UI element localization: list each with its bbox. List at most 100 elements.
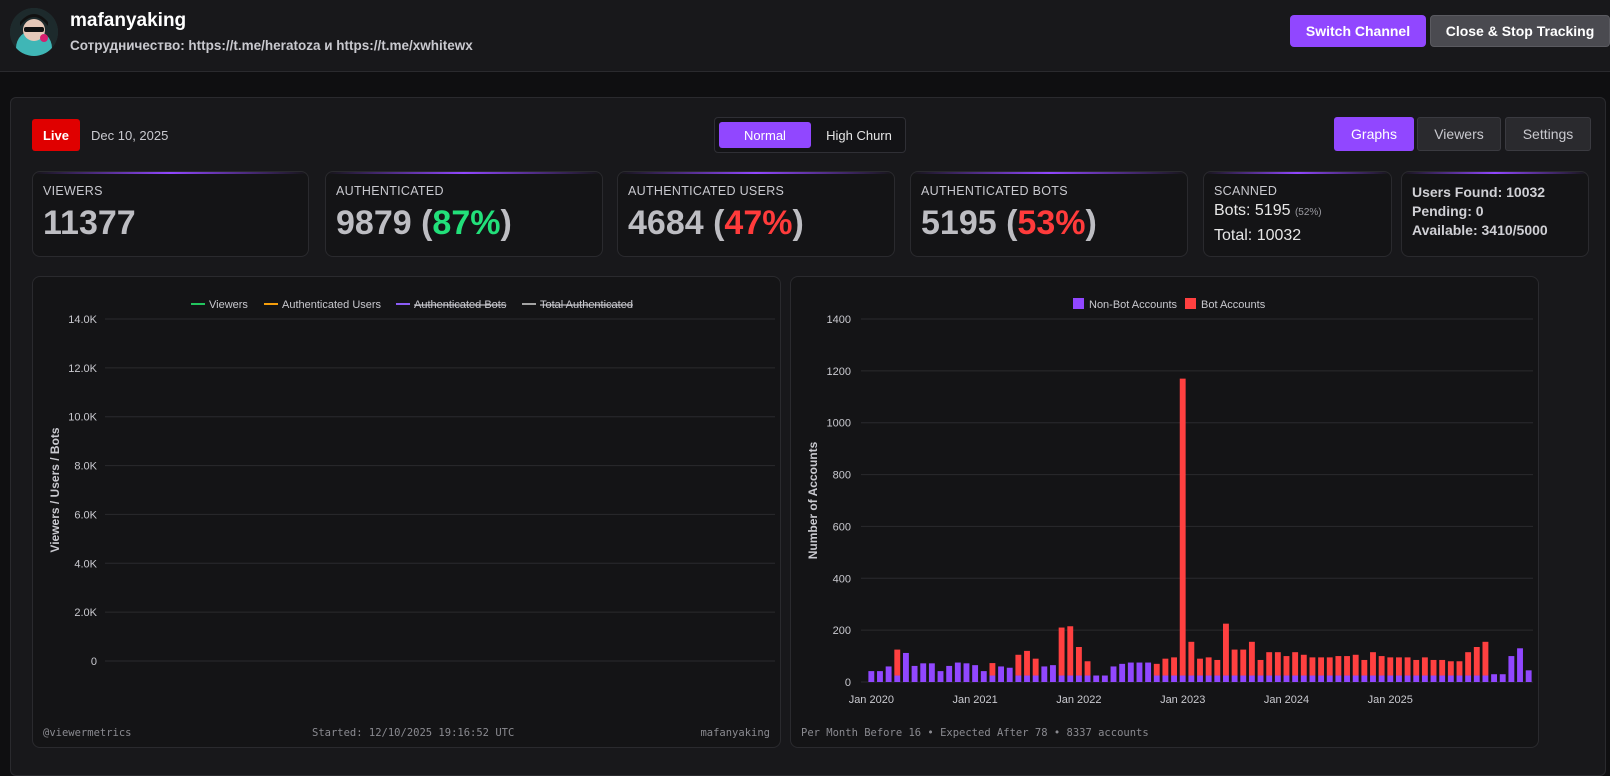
- bar-bot: [1223, 623, 1229, 676]
- tab-settings[interactable]: Settings: [1505, 117, 1591, 151]
- y-tick-label: 600: [833, 521, 851, 533]
- stat-card-authenticated: AUTHENTICATED 9879 (87%): [325, 171, 603, 257]
- scanned-bots-percent: (52%): [1294, 207, 1322, 218]
- scanned-bots: Bots: 5195 (52%): [1214, 202, 1322, 220]
- bar-non-bot: [1326, 675, 1333, 682]
- bar-non-bot: [1179, 675, 1186, 682]
- bar-non-bot: [1006, 667, 1013, 682]
- bar-non-bot: [1387, 675, 1394, 682]
- bar-bot: [1240, 649, 1247, 676]
- channel-description[interactable]: Сотрудничество: https://t.me/heratoza и …: [70, 38, 473, 53]
- users-found-block: Users Found: 10032 Pending: 0 Available:…: [1412, 183, 1548, 240]
- bar-non-bot: [1257, 675, 1264, 682]
- bar-bot: [1326, 657, 1333, 676]
- bar-non-bot: [920, 663, 927, 682]
- bar-non-bot: [1032, 675, 1039, 682]
- bar-non-bot: [1093, 675, 1100, 682]
- bar-bot: [1482, 641, 1489, 676]
- y-tick-label: 200: [833, 625, 851, 637]
- stat-card-scanned: SCANNED Bots: 5195 (52%) Total: 10032: [1203, 171, 1392, 257]
- bar-bot: [1421, 657, 1428, 676]
- bar-bot: [894, 649, 901, 676]
- y-tick-label: 1000: [827, 418, 851, 430]
- bar-non-bot: [1274, 675, 1281, 682]
- bar-bot: [1465, 652, 1472, 676]
- bar-non-bot: [1119, 663, 1126, 682]
- stat-label: AUTHENTICATED BOTS: [921, 184, 1068, 198]
- tab-viewers[interactable]: Viewers: [1417, 117, 1501, 151]
- bar-non-bot: [1266, 675, 1273, 682]
- bar-non-bot: [1188, 675, 1195, 682]
- close-stop-tracking-button[interactable]: Close & Stop Tracking: [1430, 15, 1610, 47]
- bar-bot: [1344, 656, 1350, 676]
- stat-card-users-found: Users Found: 10032 Pending: 0 Available:…: [1401, 171, 1589, 257]
- authenticated-percent: 87%: [432, 204, 501, 242]
- stat-label: SCANNED: [1214, 184, 1278, 198]
- bar-non-bot: [1309, 675, 1316, 682]
- y-tick-label: 10.0K: [68, 412, 97, 424]
- authenticated-users-count: 4684: [628, 204, 704, 242]
- pending-count: Pending: 0: [1412, 203, 1484, 219]
- y-tick-label: 14.0K: [68, 314, 97, 326]
- bar-bot: [1257, 659, 1264, 676]
- x-tick-label: Jan 2022: [1056, 694, 1101, 706]
- x-tick-label: Jan 2023: [1160, 694, 1205, 706]
- avatar[interactable]: [10, 8, 58, 56]
- bar-non-bot: [1127, 662, 1134, 682]
- bar-non-bot: [1447, 675, 1454, 682]
- bar-bot: [1179, 378, 1186, 676]
- bar-bot: [1387, 657, 1394, 676]
- legend-swatch: [1073, 298, 1084, 309]
- live-badge: Live: [32, 119, 80, 151]
- bar-non-bot: [998, 666, 1005, 682]
- bar-non-bot: [1153, 675, 1160, 682]
- mode-normal-button[interactable]: Normal: [719, 122, 811, 148]
- users-found: Users Found: 10032: [1412, 184, 1546, 200]
- bar-bot: [989, 663, 996, 676]
- viewers-line-chart: 0 2.0K 4.0K 6.0K 8.0K 10.0K 12.0K 14.0K Viewers …: [48, 299, 775, 668]
- mode-high-churn-button[interactable]: High Churn: [826, 127, 892, 143]
- stat-card-authenticated-users: AUTHENTICATED USERS 4684 (47%): [617, 171, 895, 257]
- legend-label: Authenticated Users: [282, 299, 382, 311]
- stat-label: VIEWERS: [43, 184, 103, 198]
- bar-non-bot: [963, 663, 970, 682]
- legend-label: Viewers: [209, 299, 248, 311]
- bar-non-bot: [1335, 675, 1342, 682]
- y-tick-label: 12.0K: [68, 363, 97, 375]
- bar-bot: [1248, 641, 1255, 676]
- bar-bot: [1292, 652, 1299, 676]
- bar-non-bot: [1084, 675, 1091, 682]
- y-tick-label: 400: [833, 573, 851, 585]
- viewers-line-chart-panel: 0 2.0K 4.0K 6.0K 8.0K 10.0K 12.0K 14.0K Viewers …: [32, 276, 781, 748]
- bar-bot: [1024, 650, 1030, 676]
- bar-non-bot: [1378, 675, 1385, 682]
- tab-graphs[interactable]: Graphs: [1334, 117, 1414, 151]
- bar-bot: [1075, 646, 1082, 676]
- legend-label: Bot Accounts: [1201, 299, 1266, 311]
- y-tick-label: 6.0K: [74, 509, 97, 521]
- bar-non-bot: [1136, 662, 1143, 682]
- bar-bot: [1413, 659, 1420, 676]
- bar-bot: [1162, 658, 1169, 676]
- bar-bot: [1266, 652, 1273, 676]
- bar-non-bot: [980, 671, 987, 682]
- bar-non-bot: [1205, 675, 1212, 682]
- bar-non-bot: [954, 662, 961, 682]
- bar-bot: [1335, 656, 1342, 676]
- stat-label: AUTHENTICATED USERS: [628, 184, 785, 198]
- authenticated-count: 9879: [336, 204, 412, 242]
- bar-bot: [1309, 657, 1316, 676]
- bar-bot: [1447, 661, 1454, 676]
- y-tick-label: 4.0K: [74, 558, 97, 570]
- bar-non-bot: [1223, 675, 1229, 682]
- available-count: Available: 3410/5000: [1412, 222, 1548, 238]
- stat-card-authenticated-bots: AUTHENTICATED BOTS 5195 (53%): [910, 171, 1188, 257]
- bar-non-bot: [868, 671, 875, 682]
- switch-channel-button[interactable]: Switch Channel: [1290, 15, 1426, 47]
- bar-non-bot: [1292, 675, 1299, 682]
- bar-non-bot: [1370, 675, 1376, 682]
- bar-bot: [1473, 646, 1480, 676]
- stat-value: 4684 (47%): [628, 204, 804, 242]
- y-axis-label: Viewers / Users / Bots: [48, 427, 62, 553]
- bar-non-bot: [1404, 675, 1411, 682]
